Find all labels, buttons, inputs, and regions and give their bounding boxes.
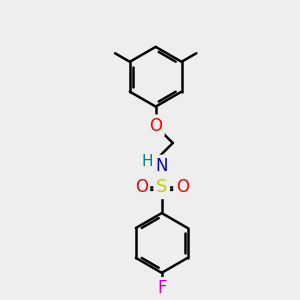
Text: O: O — [176, 178, 189, 196]
Text: H: H — [141, 154, 153, 169]
Text: S: S — [156, 178, 167, 196]
Text: O: O — [149, 117, 162, 135]
Text: N: N — [155, 157, 168, 175]
Text: F: F — [157, 280, 166, 298]
Text: O: O — [135, 178, 148, 196]
